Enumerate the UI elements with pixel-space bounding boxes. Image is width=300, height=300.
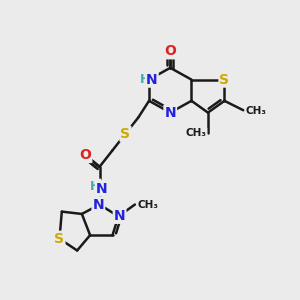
Text: H: H [140, 73, 150, 86]
Text: CH₃: CH₃ [186, 128, 207, 138]
Text: N: N [96, 182, 108, 196]
Text: S: S [220, 73, 230, 87]
Text: N: N [146, 73, 158, 87]
Text: N: N [92, 197, 104, 212]
Text: O: O [164, 44, 176, 58]
Text: O: O [80, 148, 91, 162]
Text: H: H [90, 180, 101, 193]
Text: S: S [121, 127, 130, 141]
Text: N: N [114, 209, 125, 223]
Text: CH₃: CH₃ [137, 200, 158, 209]
Text: N: N [164, 106, 176, 120]
Text: CH₃: CH₃ [245, 106, 266, 116]
Text: S: S [55, 232, 64, 246]
